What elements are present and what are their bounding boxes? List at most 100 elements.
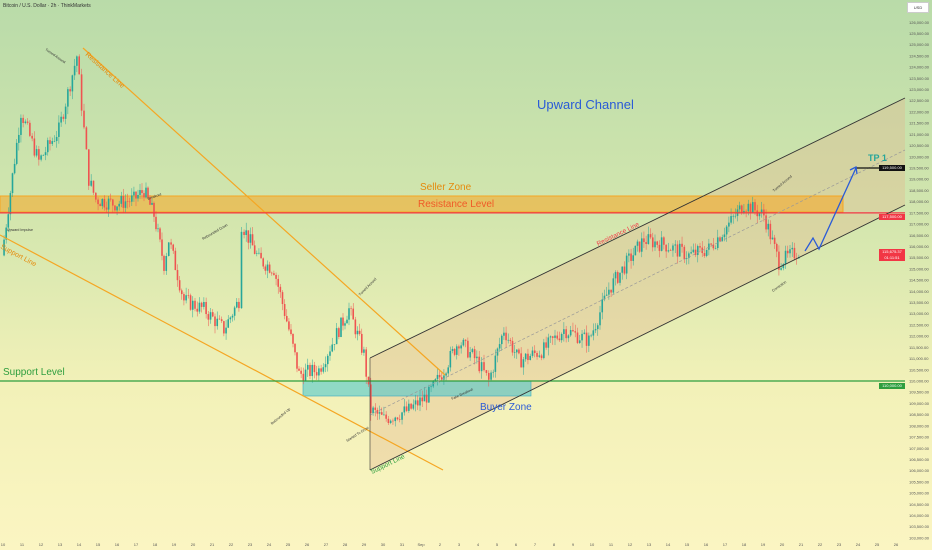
x-tick-label: 24	[856, 542, 861, 547]
y-tick-label: 114,000.00	[909, 289, 929, 294]
candle-body	[730, 216, 732, 223]
candle-body	[352, 308, 355, 320]
note-label: Breakout	[147, 192, 162, 201]
candle-body	[380, 412, 383, 415]
projection-arrow	[804, 167, 857, 252]
candle-body	[594, 329, 597, 331]
candle-body	[749, 203, 752, 214]
candle-body	[298, 368, 300, 371]
candle-body	[588, 335, 590, 346]
candle-body	[64, 106, 67, 119]
candle-body	[775, 243, 778, 252]
candle-body	[145, 187, 147, 198]
x-tick-label: 13	[58, 542, 63, 547]
candle-body	[288, 321, 290, 330]
candle-body	[191, 300, 194, 310]
candle-body	[480, 362, 483, 372]
candle-body	[258, 252, 260, 254]
candle-body	[207, 314, 210, 320]
candle-body	[560, 334, 563, 341]
y-tick-label: 113,000.00	[909, 311, 929, 316]
candle-body	[636, 241, 639, 246]
x-tick-label: 11	[20, 542, 25, 547]
candle-body	[157, 228, 159, 230]
candle-body	[692, 249, 695, 253]
candle-body	[623, 266, 626, 274]
candle-body	[690, 252, 692, 254]
x-tick-label: 21	[210, 542, 215, 547]
candle-body	[35, 149, 38, 156]
candle-body	[469, 352, 471, 358]
candle-body	[538, 355, 541, 357]
candle-body	[745, 210, 747, 212]
candle-body	[126, 201, 129, 202]
candle-body	[313, 364, 316, 373]
candle-body	[678, 243, 681, 257]
x-tick-label: 23	[248, 542, 253, 547]
x-tick-label: 9	[572, 542, 575, 547]
candle-body	[394, 417, 397, 422]
note-label: Turned Around	[358, 277, 378, 297]
candle-body	[78, 56, 80, 75]
y-tick-label: 125,000.00	[909, 42, 930, 47]
y-tick-label: 104,000.00	[909, 513, 930, 518]
candle-body	[187, 295, 190, 296]
support-level-label: Support Level	[3, 367, 65, 378]
currency-selector[interactable]: USD	[907, 2, 929, 13]
candle-body	[240, 231, 243, 309]
candle-body	[101, 198, 104, 207]
candle-body	[218, 318, 221, 320]
candle-body	[306, 364, 309, 370]
candle-body	[455, 346, 458, 355]
y-tick-label: 120,000.00	[909, 154, 930, 159]
candle-body	[791, 247, 794, 250]
candle-body	[370, 384, 372, 414]
candle-body	[434, 379, 437, 381]
support-line-label: Support Line	[0, 244, 37, 269]
candle-body	[522, 359, 525, 368]
candle-body	[114, 205, 116, 211]
candle-body	[172, 244, 175, 251]
candle-body	[143, 193, 145, 198]
x-tick-label: 19	[761, 542, 766, 547]
candle-body	[786, 250, 789, 254]
candle-body	[229, 317, 232, 320]
candle-body	[247, 230, 250, 243]
candle-body	[556, 335, 559, 339]
candle-body	[572, 330, 574, 332]
candle-body	[26, 121, 29, 123]
candle-body	[628, 253, 630, 256]
candle-body	[46, 140, 49, 153]
candle-body	[545, 342, 547, 348]
candle-body	[398, 419, 401, 420]
candle-body	[223, 321, 225, 334]
candle-body	[590, 335, 592, 337]
candle-body	[180, 290, 183, 295]
candle-body	[296, 352, 298, 369]
resistance-trendline	[82, 47, 446, 376]
candle-body	[478, 356, 480, 372]
candle-body	[408, 403, 410, 411]
x-tick-label: 14	[77, 542, 82, 547]
note-label: Rebounded Up	[270, 407, 291, 426]
candle-body	[385, 414, 387, 419]
candle-body	[90, 180, 92, 186]
candle-body	[656, 241, 659, 245]
y-tick-label: 121,500.00	[909, 121, 930, 126]
candle-body	[518, 349, 520, 354]
candle-body	[350, 308, 352, 309]
candle-body	[449, 350, 452, 368]
y-tick-label: 121,000.00	[909, 132, 930, 137]
candle-body	[533, 350, 536, 353]
candle-body	[765, 215, 767, 230]
candle-body	[445, 373, 447, 376]
seller-zone-area	[0, 195, 844, 213]
x-tick-label: 7	[534, 542, 537, 547]
x-tick-label: 16	[115, 542, 120, 547]
candle-body	[547, 337, 550, 348]
candle-body	[139, 190, 141, 195]
candle-body	[249, 234, 252, 243]
x-tick-label: 11	[609, 542, 614, 547]
